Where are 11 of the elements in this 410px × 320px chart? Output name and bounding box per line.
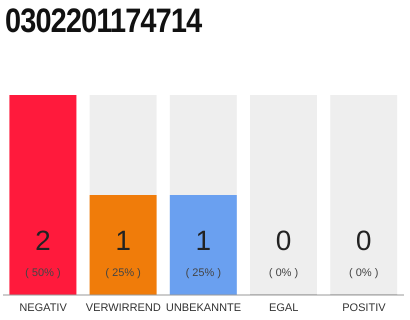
x-tick-label: VERWIRREND [86,302,161,314]
x-tick-label: UNBEKANNTE [166,302,242,314]
data-label: 0 ( 0% ) [268,225,298,279]
data-label: 0 ( 0% ) [349,225,378,279]
x-tick-label: EGAL [269,302,298,314]
data-label: 1 ( 25% ) [186,225,222,279]
x-tick-label: NEGATIV [19,302,68,314]
x-tick-label: POSITIV [342,302,386,314]
data-label: 1 ( 25% ) [105,225,141,279]
chart-title: 0302201174714 [5,2,202,41]
data-label: 2 ( 50% ) [25,225,61,279]
